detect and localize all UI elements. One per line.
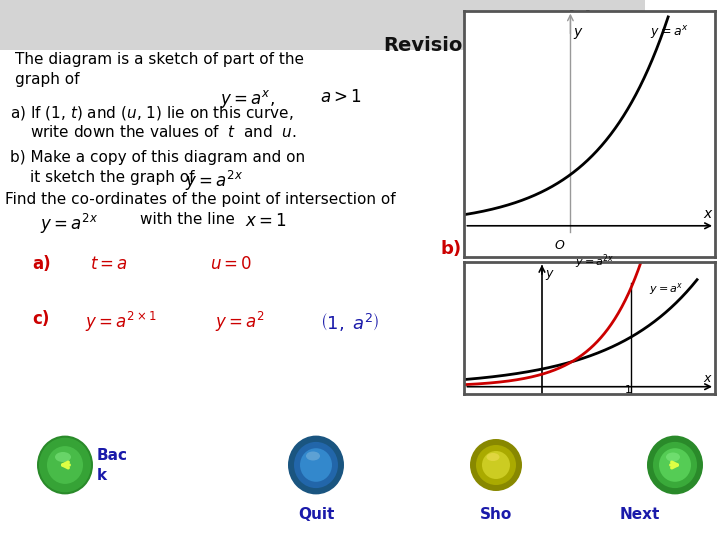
Ellipse shape xyxy=(55,452,71,462)
Text: $y = a^x$: $y = a^x$ xyxy=(650,24,688,42)
Text: $u = 0$: $u = 0$ xyxy=(210,255,253,273)
Text: $1$: $1$ xyxy=(624,383,631,395)
Text: $y$: $y$ xyxy=(545,268,555,282)
Text: The diagram is a sketch of part of the: The diagram is a sketch of part of the xyxy=(15,52,304,67)
Ellipse shape xyxy=(39,438,91,492)
Text: it sketch the graph of: it sketch the graph of xyxy=(30,170,194,185)
Text: $y = a^2$: $y = a^2$ xyxy=(215,310,265,334)
Text: $a > 1$: $a > 1$ xyxy=(320,88,361,106)
Ellipse shape xyxy=(294,442,338,488)
Text: b): b) xyxy=(440,240,461,258)
Text: $x$: $x$ xyxy=(703,372,713,385)
Ellipse shape xyxy=(653,442,697,488)
Ellipse shape xyxy=(647,436,703,495)
Text: c): c) xyxy=(32,310,50,328)
Text: Sho: Sho xyxy=(480,507,512,522)
Ellipse shape xyxy=(666,453,680,462)
Ellipse shape xyxy=(659,448,691,482)
FancyBboxPatch shape xyxy=(0,0,645,50)
Text: $O$: $O$ xyxy=(554,239,565,252)
Ellipse shape xyxy=(37,436,93,495)
Ellipse shape xyxy=(288,436,344,495)
Ellipse shape xyxy=(487,453,500,461)
Text: Logarithms: Logarithms xyxy=(506,10,630,29)
Text: Find the co-ordinates of the point of intersection of: Find the co-ordinates of the point of in… xyxy=(5,192,395,207)
Ellipse shape xyxy=(306,451,320,461)
Text: $y = a^{2x}$: $y = a^{2x}$ xyxy=(575,252,614,271)
Text: $y = a^{2x}$: $y = a^{2x}$ xyxy=(185,169,243,193)
Text: Quit: Quit xyxy=(298,507,334,522)
Text: a): a) xyxy=(32,255,50,273)
Ellipse shape xyxy=(470,439,522,491)
Text: $t = a$: $t = a$ xyxy=(90,255,128,273)
Text: $\left(1,\; a^2\right)$: $\left(1,\; a^2\right)$ xyxy=(320,312,379,334)
Text: $y = a^{2\times1}$: $y = a^{2\times1}$ xyxy=(85,310,157,334)
Text: b) Make a copy of this diagram and on: b) Make a copy of this diagram and on xyxy=(10,150,305,165)
Text: Bac: Bac xyxy=(97,448,128,462)
Text: $x = 1$: $x = 1$ xyxy=(245,212,287,230)
Text: $x$: $x$ xyxy=(703,207,714,221)
Text: with the line: with the line xyxy=(140,212,235,227)
Ellipse shape xyxy=(476,445,516,485)
Text: Next: Next xyxy=(620,507,660,522)
Ellipse shape xyxy=(300,448,332,482)
Text: $y = a^x,$: $y = a^x,$ xyxy=(220,88,275,110)
Text: $y = a^{2x}$: $y = a^{2x}$ xyxy=(40,212,98,236)
Ellipse shape xyxy=(482,451,510,479)
Text: graph of: graph of xyxy=(15,72,79,87)
Text: k: k xyxy=(97,468,107,483)
Text: $y = a^x$: $y = a^x$ xyxy=(649,281,684,296)
Text: Revision: Revision xyxy=(383,36,477,55)
Text: write down the values of  $t$  and  $u$.: write down the values of $t$ and $u$. xyxy=(30,124,297,140)
Text: a) If (1, $t$) and ($u$, 1) lie on this curve,: a) If (1, $t$) and ($u$, 1) lie on this … xyxy=(10,104,294,122)
Ellipse shape xyxy=(47,446,83,484)
Text: $y$: $y$ xyxy=(573,26,583,41)
